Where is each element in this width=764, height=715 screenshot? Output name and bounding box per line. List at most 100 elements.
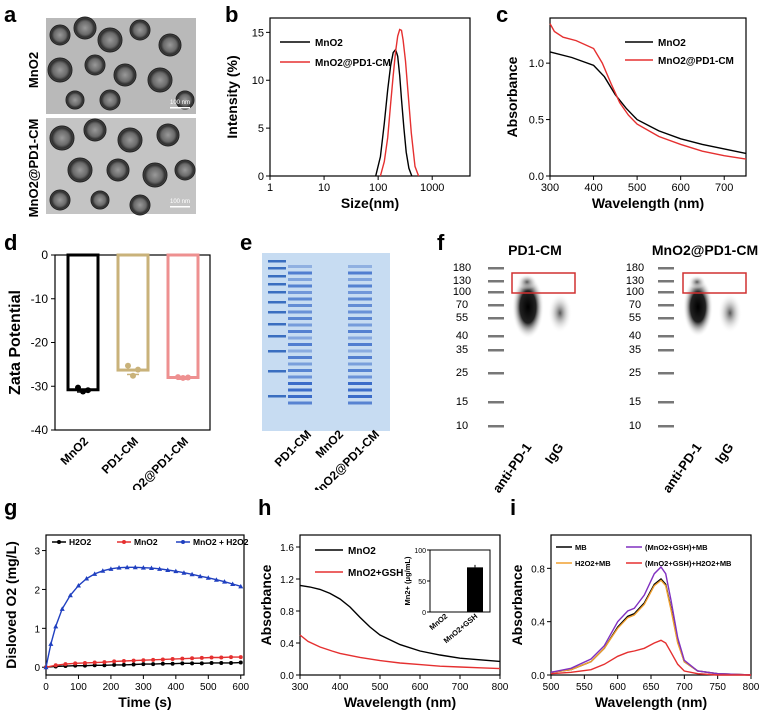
protein-band	[348, 330, 372, 333]
mw-marker-label: 10	[629, 420, 641, 432]
tem-label-mno2-pd1cm: MnO2@PD1-CM	[26, 119, 41, 218]
ladder-band	[268, 291, 286, 294]
data-point	[141, 658, 146, 663]
y-axis-label: Absorbance	[504, 56, 520, 137]
ladder-band	[268, 311, 286, 314]
data-point	[170, 661, 175, 666]
x-tick-label: 500	[372, 682, 389, 693]
x-tick-label: 700	[715, 182, 733, 194]
y-tick-label: 3	[34, 547, 40, 558]
panel-letter-f: f	[437, 230, 445, 255]
nanoparticle	[67, 157, 93, 183]
x-tick-label: MnO2	[58, 434, 92, 468]
x-axis-label: Wavelength (nm)	[592, 195, 704, 211]
x-tick-label: 100	[70, 682, 87, 693]
data-point	[180, 661, 185, 666]
data-point	[151, 657, 156, 662]
mw-marker-label: 55	[456, 312, 468, 324]
ladder-band	[658, 425, 674, 428]
mw-marker-label: 25	[456, 367, 468, 379]
data-point	[190, 656, 195, 661]
data-point	[219, 655, 224, 660]
nanoparticle	[65, 90, 85, 110]
panel-letter-a: a	[4, 2, 17, 27]
ladder-band	[488, 425, 504, 428]
legend-swatch	[57, 540, 61, 544]
data-point	[148, 565, 154, 571]
ladder-band	[488, 267, 504, 270]
ladder-band	[268, 275, 286, 278]
y-tick-label: 0.0	[531, 671, 545, 682]
ladder-band	[658, 304, 674, 307]
inset-y-label: Mn2+ (μg/mL)	[403, 556, 412, 605]
highlight-box	[511, 272, 576, 294]
series-line	[375, 48, 413, 177]
y-tick-label: 1	[34, 624, 40, 635]
ladder-band	[488, 291, 504, 294]
blot-title: MnO2@PD1-CM	[652, 242, 758, 258]
data-point	[112, 659, 117, 664]
mw-marker-label: 55	[629, 312, 641, 324]
y-tick-label: 5	[258, 123, 264, 135]
x-tick-label: 1000	[420, 182, 444, 194]
blot-lane-label: IgG	[542, 440, 567, 466]
ladder-band	[658, 280, 674, 283]
data-point	[238, 583, 244, 589]
series-line	[299, 634, 501, 670]
legend-label: MB	[575, 543, 587, 552]
protein-band	[348, 362, 372, 366]
data-point	[102, 660, 107, 665]
series-line	[549, 51, 747, 155]
data-point	[185, 374, 191, 381]
mw-marker-label: 100	[626, 286, 644, 298]
data-point	[160, 657, 165, 662]
panel-e-gel: PD1-CM MnO2 MnO2@PD1-CM	[262, 253, 390, 490]
x-tick-label: 300	[541, 182, 559, 194]
inset-bar	[467, 567, 483, 612]
ladder-band	[268, 370, 286, 373]
data-point	[175, 374, 181, 381]
nanoparticle	[99, 89, 121, 111]
protein-band	[288, 271, 312, 275]
chart-g-oxygen: 0 100 200 300 400 500 600 0 1 2 3 Time (s) Disloved …	[3, 534, 250, 710]
mw-marker-label: 70	[456, 299, 468, 311]
ladder-band	[658, 372, 674, 375]
data-point	[92, 571, 98, 576]
x-tick-label: 300	[292, 682, 309, 693]
x-tick-label: 550	[576, 682, 593, 693]
x-tick-label: 400	[167, 682, 184, 693]
data-point	[131, 658, 136, 663]
y-tick-label: 1.0	[529, 58, 544, 70]
inset-y-tick-label: 50	[418, 579, 426, 586]
data-point	[116, 565, 122, 570]
y-tick-label: 0.4	[280, 639, 294, 650]
x-tick-label: 100	[369, 182, 387, 194]
legend-label: (MnO2+GSH)+MB	[645, 543, 708, 552]
data-point	[229, 655, 234, 660]
legend-label: MnO2+GSH	[348, 568, 403, 579]
x-tick-label: 500	[543, 682, 560, 693]
protein-band	[348, 310, 372, 314]
protein-band	[288, 343, 312, 346]
y-axis-label: Absorbance	[509, 564, 525, 645]
data-point	[222, 579, 228, 584]
protein-band	[288, 395, 312, 398]
nanoparticle	[129, 19, 151, 41]
x-axis-label: Wavelength (nm)	[344, 694, 456, 710]
data-point	[80, 388, 86, 395]
panel-f-blots: PD1-CM MnO2@PD1-CM 180130100705540352515…	[453, 242, 758, 495]
y-tick-label: 2	[34, 585, 40, 596]
protein-band	[348, 278, 372, 281]
series-line	[550, 639, 751, 676]
protein-band	[348, 323, 372, 327]
protein-band	[288, 265, 312, 268]
data-point	[190, 661, 195, 666]
protein-band	[348, 375, 372, 379]
protein-band	[348, 271, 372, 275]
protein-band	[348, 388, 372, 392]
nanoparticle	[97, 27, 123, 53]
data-point	[160, 661, 165, 666]
protein-band	[288, 362, 312, 366]
x-tick-label: 600	[412, 682, 429, 693]
data-point	[238, 660, 243, 665]
